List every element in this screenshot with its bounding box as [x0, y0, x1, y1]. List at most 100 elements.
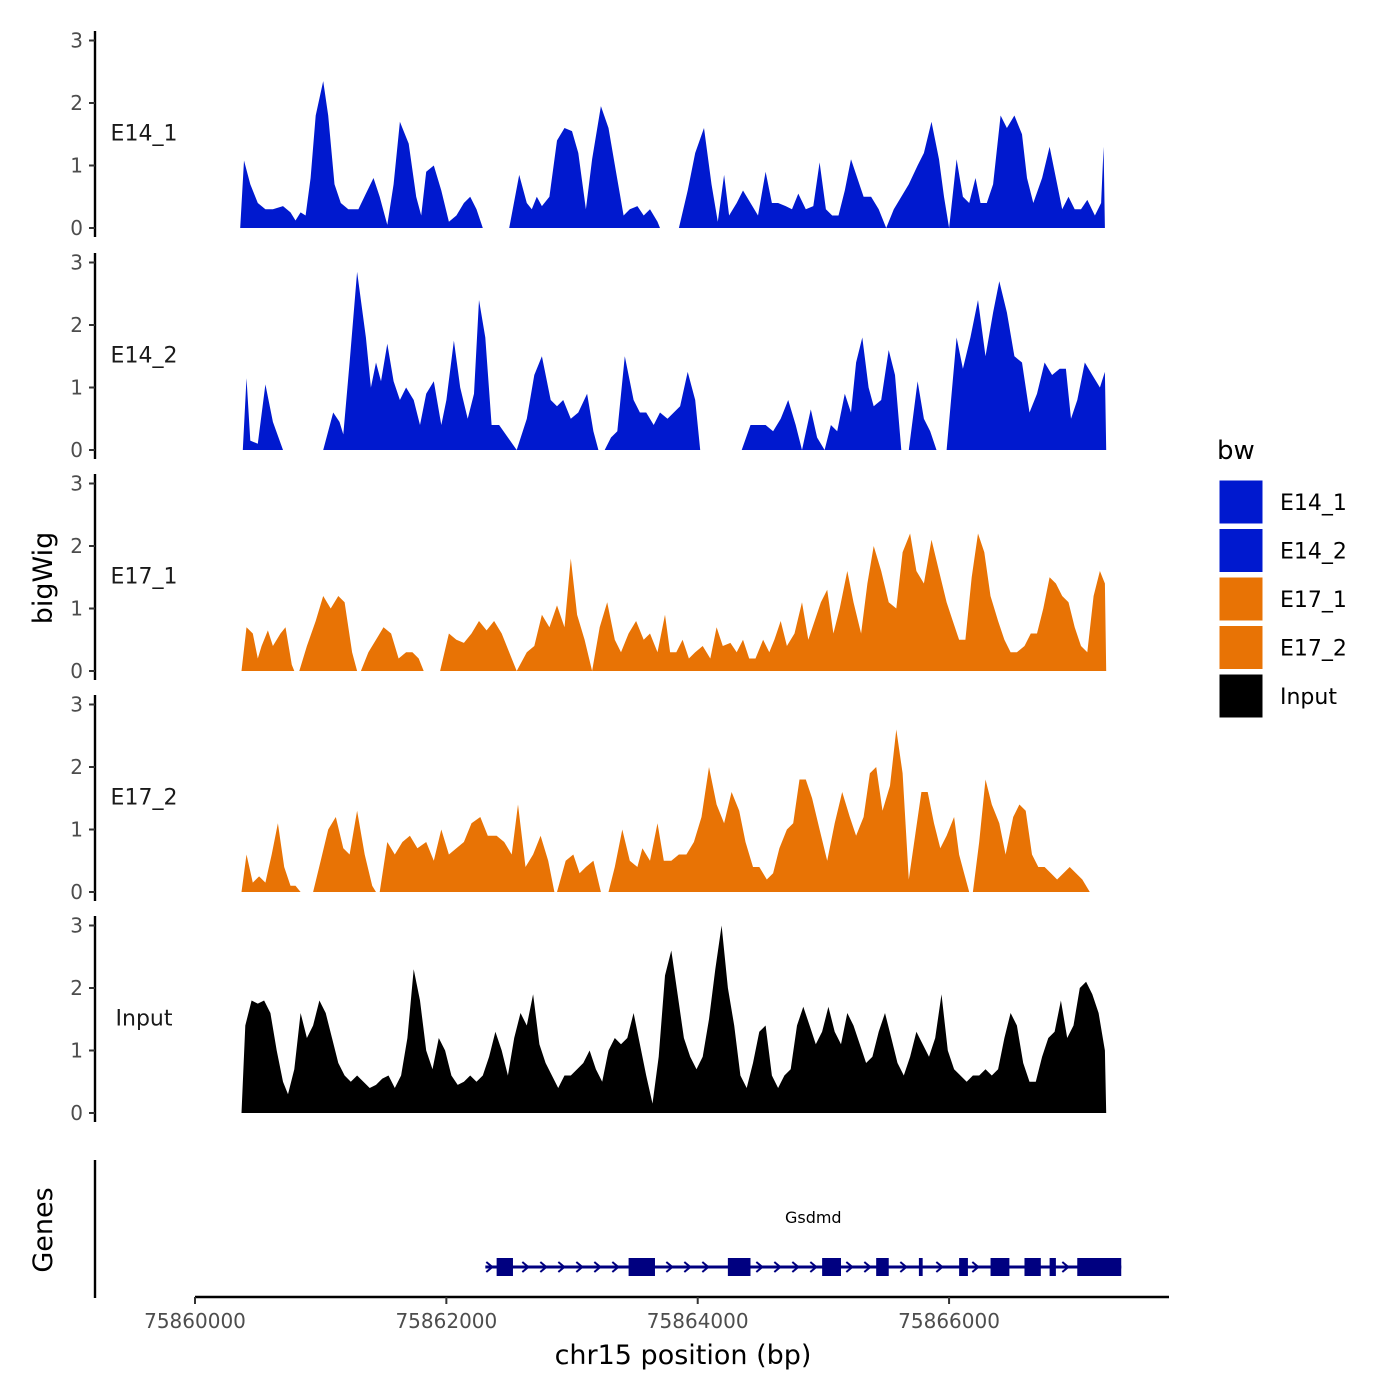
y-tick-label-input: 1 — [70, 1039, 83, 1063]
legend-label-e14-1: E14_1 — [1280, 491, 1347, 516]
track-label-e14-1: E14_1 — [111, 122, 178, 147]
strand-arrow — [485, 1261, 494, 1273]
exon-2 — [628, 1258, 655, 1276]
signal-area-e14-1-2 — [509, 106, 660, 228]
strand-arrow — [539, 1261, 548, 1273]
y-tick-label-e14-1: 1 — [70, 154, 83, 178]
track-label-e17-2: E17_2 — [111, 786, 178, 811]
signal-area-e14-2-3 — [516, 356, 599, 450]
signal-area-e14-2-4 — [604, 356, 701, 450]
signal-area-e17-2-3 — [379, 804, 555, 892]
y-tick-label-input: 0 — [70, 1101, 83, 1125]
track-label-e17-1: E17_1 — [111, 565, 178, 590]
strand-arrow — [1061, 1261, 1070, 1273]
y-tick-label-input: 3 — [70, 914, 83, 938]
y-tick-label-e17-2: 1 — [70, 818, 83, 842]
signal-area-e14-2-1 — [242, 378, 283, 450]
exon-4 — [822, 1258, 841, 1276]
y-tick-label-e14-2: 0 — [70, 438, 83, 462]
track-e14-1: 0 1 2 3 E14_1 — [70, 29, 1105, 240]
strand-arrow — [935, 1261, 944, 1273]
x-tick-label: 75862000 — [395, 1309, 497, 1333]
y-tick-label-e14-1: 2 — [70, 91, 83, 115]
signal-area-e14-2-7 — [946, 281, 1107, 450]
track-label-input: Input — [116, 1007, 173, 1032]
exon-9 — [1024, 1258, 1041, 1276]
signal-area-e17-1-6 — [592, 533, 1107, 671]
strand-arrow — [899, 1261, 908, 1273]
signal-area-e14-1-3 — [678, 128, 887, 228]
strand-arrow — [809, 1261, 818, 1273]
signal-area-e17-2-4 — [557, 854, 601, 892]
y-tick-label-e14-2: 1 — [70, 376, 83, 400]
signal-area-e14-1-4 — [886, 121, 950, 228]
legend-label-input: Input — [1280, 685, 1337, 710]
exon-8 — [990, 1258, 1010, 1276]
signal-area-e17-1-1 — [241, 627, 295, 671]
y-tick-label-e14-1: 3 — [70, 29, 83, 53]
signal-area-e17-1-5 — [516, 558, 593, 671]
signal-area-e14-1-1 — [240, 81, 483, 228]
exon-5 — [876, 1258, 889, 1276]
legend-swatch-input — [1218, 673, 1264, 719]
legend-title: bw — [1217, 436, 1255, 466]
y-axis-title: bigWig — [28, 532, 59, 625]
strand-arrow — [611, 1261, 620, 1273]
y-tick-label-e14-2: 2 — [70, 313, 83, 337]
legend-label-e14-2: E14_2 — [1280, 540, 1347, 565]
signal-area-e14-1-5 — [949, 115, 1105, 228]
signal-area-e17-2-6 — [972, 779, 1090, 892]
signal-area-e14-2-6 — [908, 381, 937, 450]
strand-arrow — [863, 1261, 872, 1273]
strand-arrow — [593, 1261, 602, 1273]
genes-axis-title: Genes — [28, 1187, 59, 1272]
legend-label-e17-1: E17_1 — [1280, 588, 1347, 613]
legend-label-e17-2: E17_2 — [1280, 637, 1347, 662]
y-tick-label-e17-1: 1 — [70, 597, 83, 621]
track-e17-1: 0 1 2 3 E17_1 — [70, 472, 1107, 683]
legend: bw E14_1 E14_2 E17_1 E17_2 Input — [1217, 436, 1347, 719]
track-label-e14-2: E14_2 — [111, 344, 178, 369]
strand-arrow — [683, 1261, 692, 1273]
strand-arrow — [755, 1261, 764, 1273]
exon-3 — [727, 1258, 751, 1276]
x-tick-label: 75860000 — [144, 1309, 246, 1333]
y-tick-label-input: 2 — [70, 976, 83, 1000]
y-tick-label-e17-2: 2 — [70, 755, 83, 779]
strand-arrow — [521, 1261, 530, 1273]
exon-10 — [1049, 1258, 1056, 1276]
track-input: 0 1 2 3 Input — [70, 914, 1107, 1125]
strand-arrow — [845, 1261, 854, 1273]
gene-track: Gsdmd — [93, 1160, 1122, 1298]
strand-arrow — [773, 1261, 782, 1273]
legend-swatch-e17-2 — [1218, 625, 1264, 670]
signal-area-e17-2-5 — [608, 729, 970, 892]
signal-area-e17-1-3 — [360, 627, 424, 671]
exon-11 — [1077, 1258, 1122, 1276]
x-tick-label: 75866000 — [898, 1309, 1000, 1333]
track-e14-2: 0 1 2 3 E14_2 — [70, 251, 1107, 462]
signal-area-e17-2-1 — [241, 823, 301, 892]
y-tick-label-e17-2: 3 — [70, 693, 83, 717]
strand-arrow — [557, 1261, 566, 1273]
y-tick-label-e17-1: 2 — [70, 534, 83, 558]
legend-swatch-e17-1 — [1218, 576, 1264, 622]
signal-area-e17-1-4 — [440, 621, 517, 671]
strand-arrow — [575, 1261, 584, 1273]
signal-area-e14-2-5 — [741, 337, 902, 450]
signal-area-e14-2-2 — [323, 271, 517, 450]
legend-swatch-e14-2 — [1218, 528, 1264, 573]
exon-1 — [496, 1258, 513, 1276]
y-tick-label-e14-2: 3 — [70, 251, 83, 275]
exon-6 — [918, 1258, 923, 1276]
strand-arrow — [701, 1261, 710, 1273]
strand-arrow — [665, 1261, 674, 1273]
x-tick-label: 75864000 — [647, 1309, 749, 1333]
x-axis: 75860000 75862000 75864000 75866000 — [144, 1295, 1169, 1333]
y-tick-label-e17-2: 0 — [70, 880, 83, 904]
gene-label-gsdmd: Gsdmd — [785, 1208, 842, 1227]
strand-arrow — [971, 1261, 980, 1273]
y-tick-label-e14-1: 0 — [70, 216, 83, 240]
